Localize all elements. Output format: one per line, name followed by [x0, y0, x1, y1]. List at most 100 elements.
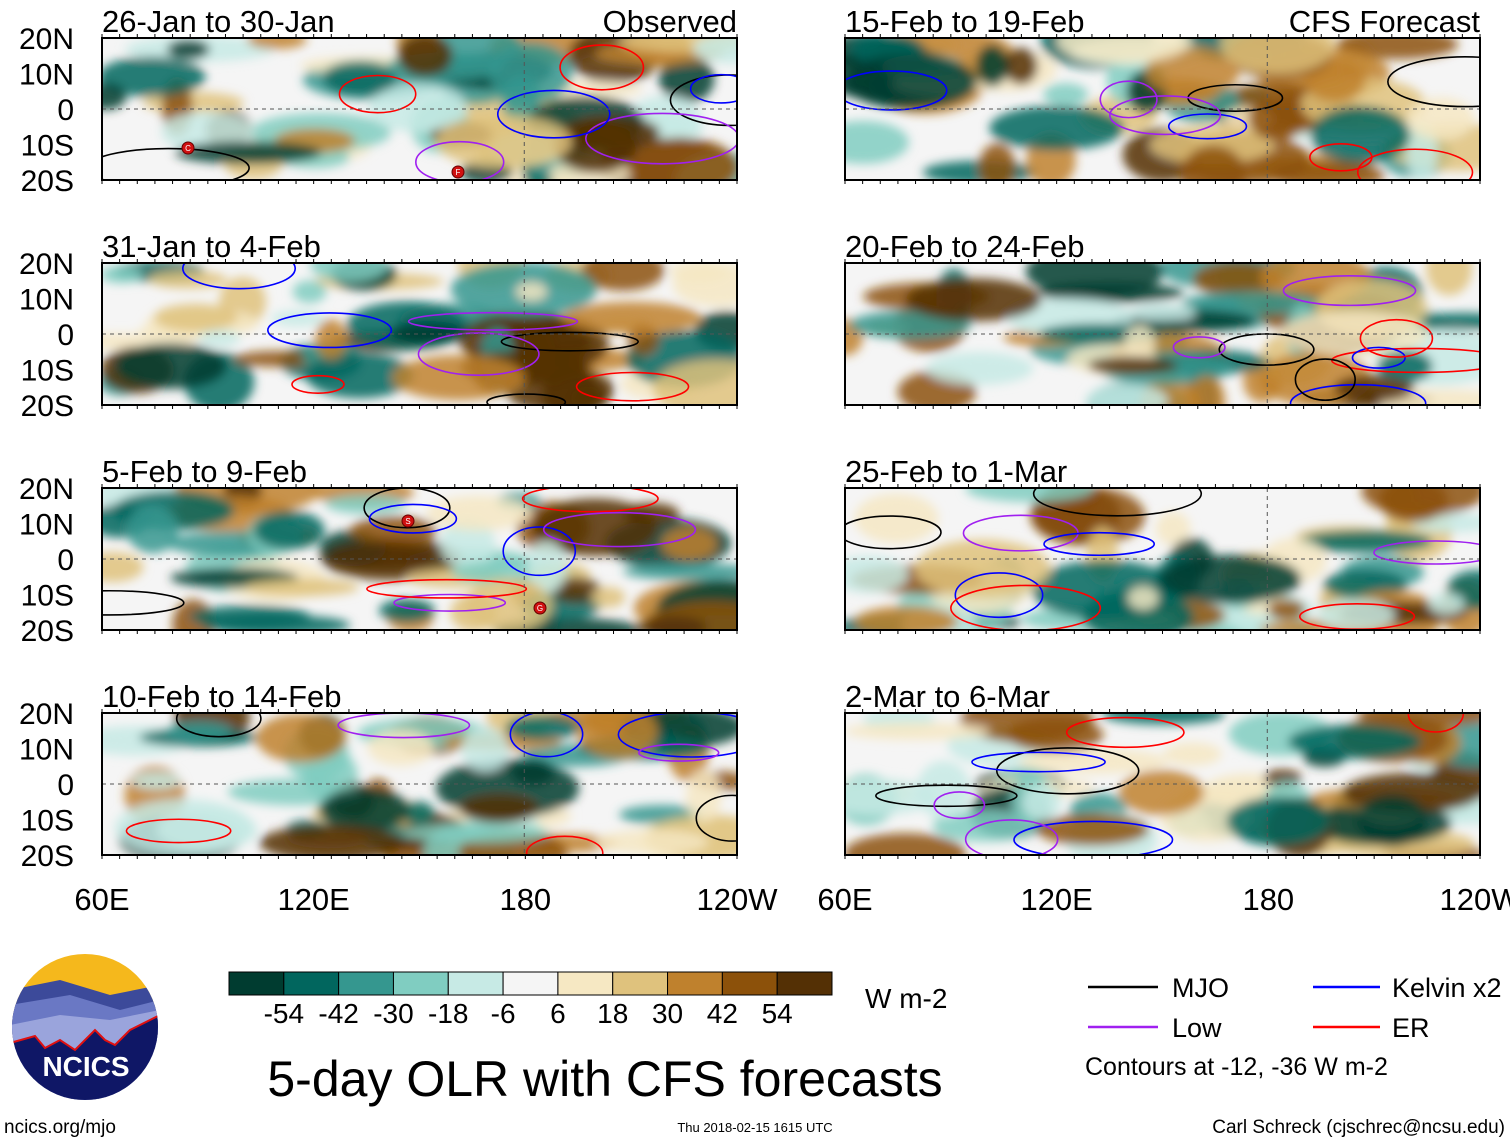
storm-marker: S: [401, 514, 415, 528]
wave-contour: [1356, 148, 1474, 180]
olr-anomaly-patch: [562, 301, 702, 335]
olr-anomaly-patch: [672, 263, 737, 307]
colorbar-label: -54: [264, 998, 304, 1029]
wave-contour: [182, 263, 296, 290]
wave-contour: [954, 572, 1044, 619]
olr-anomaly-patch: [854, 493, 939, 544]
wave-contour: [102, 589, 185, 616]
olr-anomaly-patch: [233, 350, 320, 367]
colorbar-swatch: [667, 971, 723, 996]
wave-contour: [1387, 56, 1480, 108]
wave-contour: [496, 89, 611, 139]
olr-anomaly-patch: [854, 605, 959, 630]
olr-anomaly-patch: [1037, 813, 1150, 846]
olr-anomaly-patch: [1057, 38, 1191, 64]
wave-contour: [689, 73, 737, 104]
lat-label: 0: [57, 94, 74, 127]
panel-title: 26-Jan to 30-Jan: [102, 4, 335, 39]
olr-anomaly-patch: [975, 45, 1009, 87]
lon-label: 60E: [817, 882, 872, 917]
wave-contour: [971, 751, 1106, 773]
olr-anomaly-patch: [102, 83, 127, 110]
lon-label: 120W: [1440, 882, 1510, 917]
wave-contour: [995, 747, 1140, 795]
wave-contour: [845, 515, 942, 550]
panel-title: 5-Feb to 9-Feb: [102, 454, 307, 489]
olr-anomaly-patch: [1025, 263, 1164, 299]
storm-marker: F: [451, 165, 465, 179]
olr-anomaly-patch: [114, 798, 253, 855]
wave-contour: [338, 74, 417, 114]
olr-anomaly-patch: [1127, 586, 1159, 610]
olr-anomaly-patch: [392, 354, 526, 401]
lat-label: 20S: [21, 840, 74, 873]
wave-contour: [542, 511, 697, 548]
olr-anomaly-patch: [166, 721, 232, 742]
wave-contour: [1330, 347, 1480, 374]
olr-anomaly-patch: [659, 55, 715, 104]
olr-anomaly-patch: [435, 114, 572, 169]
olr-anomaly-patch: [327, 542, 436, 570]
olr-anomaly-patch: [1155, 511, 1191, 546]
panel-title: 10-Feb to 14-Feb: [102, 679, 342, 714]
wave-contour: [366, 578, 528, 599]
map-panel: 15-Feb to 19-Feb CFS Forecast: [844, 4, 1481, 184]
olr-anomaly-patch: [426, 495, 532, 531]
lon-label: 60E: [74, 882, 129, 917]
olr-anomaly-patch: [686, 769, 722, 823]
lat-label: 20S: [21, 165, 74, 198]
wave-contour: [291, 374, 345, 394]
olr-anomaly-patch: [1118, 769, 1205, 816]
wave-contour: [1172, 336, 1226, 359]
lon-label: 180: [1242, 882, 1294, 917]
storm-marker-letter: G: [537, 604, 543, 613]
colorbar-swatch: [228, 971, 285, 996]
storm-marker: G: [533, 601, 547, 615]
olr-anomaly-patch: [310, 263, 388, 282]
olr-anomaly-patch: [1426, 263, 1473, 296]
wave-contour: [617, 713, 737, 758]
wave-contour: [638, 743, 720, 762]
lat-label: 0: [57, 319, 74, 352]
colorbar: -54 -42 -30 -18 -6 6 18 30 42 54: [228, 971, 833, 1029]
olr-anomaly-patch: [488, 42, 573, 103]
olr-anomaly-patch: [965, 488, 1094, 503]
olr-anomaly-patch: [845, 722, 991, 740]
colorbar-label: -18: [428, 998, 468, 1029]
lat-label: 20S: [21, 390, 74, 423]
colorbar-label: 30: [652, 998, 683, 1029]
wave-contour: [1373, 540, 1480, 565]
olr-anomaly-patch: [627, 138, 737, 180]
wave-contour: [585, 112, 737, 165]
lon-label: 120E: [277, 882, 349, 917]
wave-contour: [1032, 488, 1203, 517]
legend-label-kelvin: Kelvin x2: [1392, 973, 1502, 1003]
olr-anomaly-patch: [1043, 83, 1089, 106]
lat-label: 0: [57, 769, 74, 802]
colorbar-swatch: [557, 971, 614, 996]
lat-label: 10S: [21, 355, 74, 388]
olr-anomaly-patch: [915, 539, 1051, 598]
lon-label: 120W: [697, 882, 779, 917]
wave-contour: [175, 713, 262, 738]
olr-anomaly-patch: [1333, 374, 1415, 402]
wave-contour: [486, 393, 567, 405]
colorbar-swatch: [721, 971, 778, 996]
wave-contour: [525, 835, 604, 855]
wave-contour: [415, 140, 505, 180]
storm-marker-letter: F: [456, 168, 461, 177]
colorbar-swatch: [392, 971, 449, 996]
olr-anomaly-patch: [114, 342, 227, 389]
olr-anomaly-patch: [102, 265, 142, 284]
wave-contour: [1218, 333, 1315, 366]
olr-anomaly-patch: [1378, 488, 1448, 523]
figure-title: 5-day OLR with CFS forecasts: [267, 1051, 942, 1107]
wave-contour: [875, 784, 1018, 808]
colorbar-swatch: [612, 971, 669, 996]
wave-contour: [695, 794, 737, 842]
olr-anomaly-field: [102, 38, 737, 180]
olr-anomaly-field: [102, 488, 737, 630]
map-panel: 20-Feb to 24-Feb: [844, 229, 1481, 409]
